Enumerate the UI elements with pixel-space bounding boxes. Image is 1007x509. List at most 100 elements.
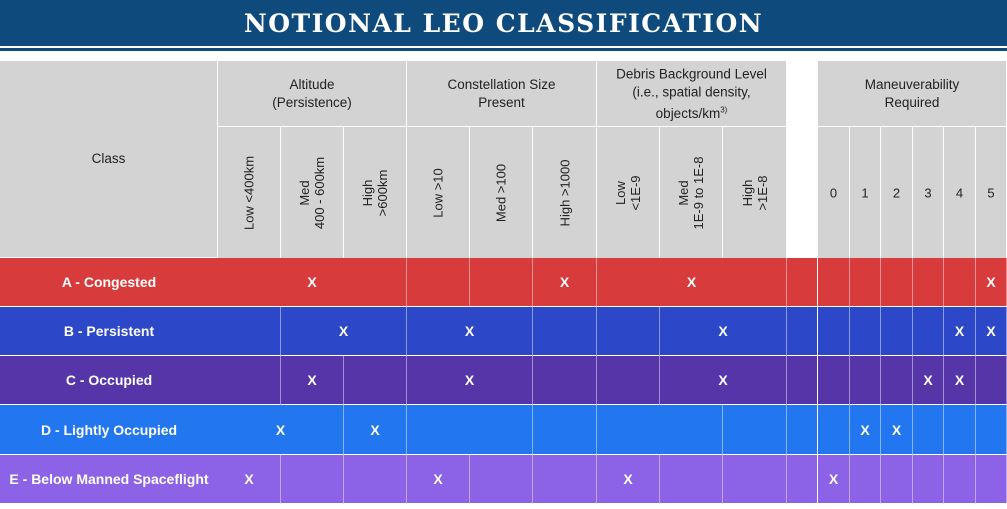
- cell-d-5: [723, 405, 787, 455]
- cell-a-3: X: [533, 258, 597, 307]
- constellation-group-header: Constellation Size Present: [407, 61, 597, 127]
- maneuverability-subheader-5: 5: [976, 127, 1007, 258]
- debris-group-header: Debris Background Level (i.e., spatial d…: [597, 61, 787, 127]
- cell-b-4: [597, 307, 660, 356]
- altitude-subheader-label: High >600km: [360, 169, 390, 216]
- cell-e-8: [723, 455, 787, 504]
- altitude-subheader-2: Med 400 - 600km: [281, 127, 344, 258]
- row-label-a: A - Congested: [0, 258, 218, 307]
- cell-c-2: [344, 356, 407, 405]
- cell-c-3: X: [407, 356, 533, 405]
- cell-a-9: [913, 258, 944, 307]
- maneuverability-subheader-label: 4: [955, 185, 964, 200]
- debris-subheader-1: Low <1E-9: [597, 127, 660, 258]
- cell-d-7: [818, 405, 850, 455]
- cell-c-11: X: [913, 356, 944, 405]
- cell-d-2: [407, 405, 533, 455]
- constellation-subheader-2: Med >100: [470, 127, 533, 258]
- header-gap: [787, 61, 818, 258]
- cell-d-8: X: [850, 405, 881, 455]
- cell-e-15: [976, 455, 1007, 504]
- cell-e-10: X: [818, 455, 850, 504]
- cell-e-12: [881, 455, 913, 504]
- cell-e-9: [787, 455, 818, 504]
- cell-e-5: [533, 455, 597, 504]
- cell-c-1: X: [281, 356, 344, 405]
- altitude-subheader-label: Low <400km: [241, 155, 257, 230]
- cell-c-10: [881, 356, 913, 405]
- cell-a-4: X: [597, 258, 787, 307]
- maneuverability-subheader-label: 0: [829, 185, 838, 200]
- maneuverability-subheader-0: 0: [818, 127, 850, 258]
- debris-group-label-wrap: Debris Background Level (i.e., spatial d…: [597, 65, 786, 123]
- altitude-group-header: Altitude (Persistence): [218, 61, 407, 127]
- cell-d-4: [597, 405, 723, 455]
- cell-b-0: [218, 307, 281, 356]
- debris-subheader-2: Med 1E-9 to 1E-8: [660, 127, 723, 258]
- constellation-subheader-label: Med >100: [493, 163, 509, 222]
- cell-a-1: [407, 258, 470, 307]
- row-label-c: C - Occupied: [0, 356, 218, 405]
- cell-b-3: [533, 307, 597, 356]
- class-header-label: Class: [91, 151, 126, 166]
- cell-c-7: [787, 356, 818, 405]
- maneuverability-subheader-3: 3: [913, 127, 944, 258]
- debris-group-label: Debris Background Level (i.e., spatial d…: [616, 65, 767, 121]
- cell-d-1: X: [344, 405, 407, 455]
- cell-d-3: [533, 405, 597, 455]
- cell-c-12: X: [944, 356, 976, 405]
- cell-b-7: [818, 307, 850, 356]
- cell-b-9: [881, 307, 913, 356]
- title-underline: [0, 48, 1007, 51]
- cell-a-11: X: [976, 258, 1007, 307]
- constellation-subheader-1: Low >10: [407, 127, 470, 258]
- cell-e-3: X: [407, 455, 470, 504]
- cell-a-6: [818, 258, 850, 307]
- altitude-subheader-3: High >600km: [344, 127, 407, 258]
- maneuverability-subheader-2: 2: [881, 127, 913, 258]
- class-header: Class: [0, 61, 218, 258]
- debris-subheader-label: High >1E-8: [739, 174, 770, 211]
- altitude-subheader-label: Med 400 - 600km: [297, 156, 327, 229]
- maneuverability-subheader-label: 5: [987, 185, 995, 200]
- row-label-e: E - Below Manned Spaceflight: [0, 455, 218, 504]
- cell-c-0: [218, 356, 281, 405]
- cell-b-2: X: [407, 307, 533, 356]
- cell-c-5: [597, 356, 660, 405]
- cell-b-10: [913, 307, 944, 356]
- maneuverability-subheader-1: 1: [850, 127, 881, 258]
- debris-group-superscript: 3): [720, 104, 728, 114]
- cell-e-0: X: [218, 455, 281, 504]
- row-label-d: D - Lightly Occupied: [0, 405, 218, 455]
- maneuverability-subheader-4: 4: [944, 127, 976, 258]
- debris-subheader-3: High >1E-8: [723, 127, 787, 258]
- cell-d-9: X: [881, 405, 913, 455]
- cell-b-6: [787, 307, 818, 356]
- cell-d-6: [787, 405, 818, 455]
- cell-c-9: [850, 356, 881, 405]
- cell-d-10: [913, 405, 944, 455]
- debris-subheader-label: Low <1E-9: [613, 174, 643, 211]
- maneuverability-subheader-label: 2: [892, 185, 901, 200]
- cell-d-0: X: [218, 405, 344, 455]
- cell-e-2: [344, 455, 407, 504]
- maneuverability-group-header: Maneuverability Required: [818, 61, 1007, 127]
- constellation-subheader-label: High >1000: [557, 159, 572, 226]
- cell-a-7: [850, 258, 881, 307]
- cell-b-11: X: [944, 307, 976, 356]
- title-banner: [0, 0, 1007, 46]
- cell-b-12: X: [976, 307, 1007, 356]
- cell-e-13: [913, 455, 944, 504]
- cell-c-8: [818, 356, 850, 405]
- constellation-subheader-3: High >1000: [533, 127, 597, 258]
- cell-c-6: X: [660, 356, 787, 405]
- cell-b-8: [850, 307, 881, 356]
- cell-b-5: X: [660, 307, 787, 356]
- constellation-subheader-label: Low >10: [430, 167, 446, 218]
- row-label-b: B - Persistent: [0, 307, 218, 356]
- cell-c-13: [976, 356, 1007, 405]
- cell-e-11: [850, 455, 881, 504]
- altitude-group-label: Altitude (Persistence): [272, 76, 352, 110]
- maneuverability-subheader-label: 1: [861, 185, 869, 200]
- cell-e-14: [944, 455, 976, 504]
